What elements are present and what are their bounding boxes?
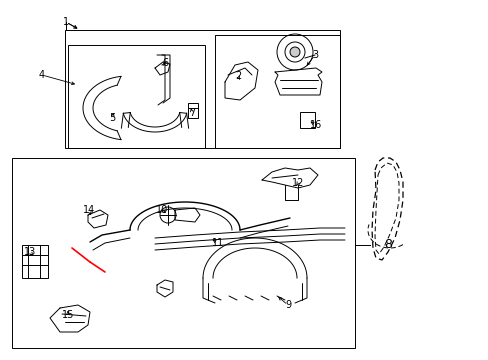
Text: 3: 3 xyxy=(311,50,317,60)
Text: 16: 16 xyxy=(309,120,322,130)
Text: 9: 9 xyxy=(285,300,290,310)
Text: 6: 6 xyxy=(162,58,168,68)
Circle shape xyxy=(289,47,299,57)
Text: 14: 14 xyxy=(82,205,95,215)
Text: 4: 4 xyxy=(39,70,45,80)
Bar xyxy=(299,112,314,128)
Text: 5: 5 xyxy=(109,113,115,123)
Text: 13: 13 xyxy=(24,247,36,257)
Text: 2: 2 xyxy=(234,71,241,81)
Bar xyxy=(68,45,204,148)
Text: 11: 11 xyxy=(211,238,224,248)
Text: 10: 10 xyxy=(156,205,168,215)
Bar xyxy=(215,35,339,148)
Text: 8: 8 xyxy=(383,238,391,252)
Bar xyxy=(12,158,354,348)
Text: 12: 12 xyxy=(291,178,304,188)
Bar xyxy=(187,103,198,118)
Text: 7: 7 xyxy=(188,108,195,118)
Text: 15: 15 xyxy=(61,310,74,320)
Text: 1: 1 xyxy=(63,17,69,27)
Bar xyxy=(65,30,339,148)
Bar xyxy=(22,245,48,278)
